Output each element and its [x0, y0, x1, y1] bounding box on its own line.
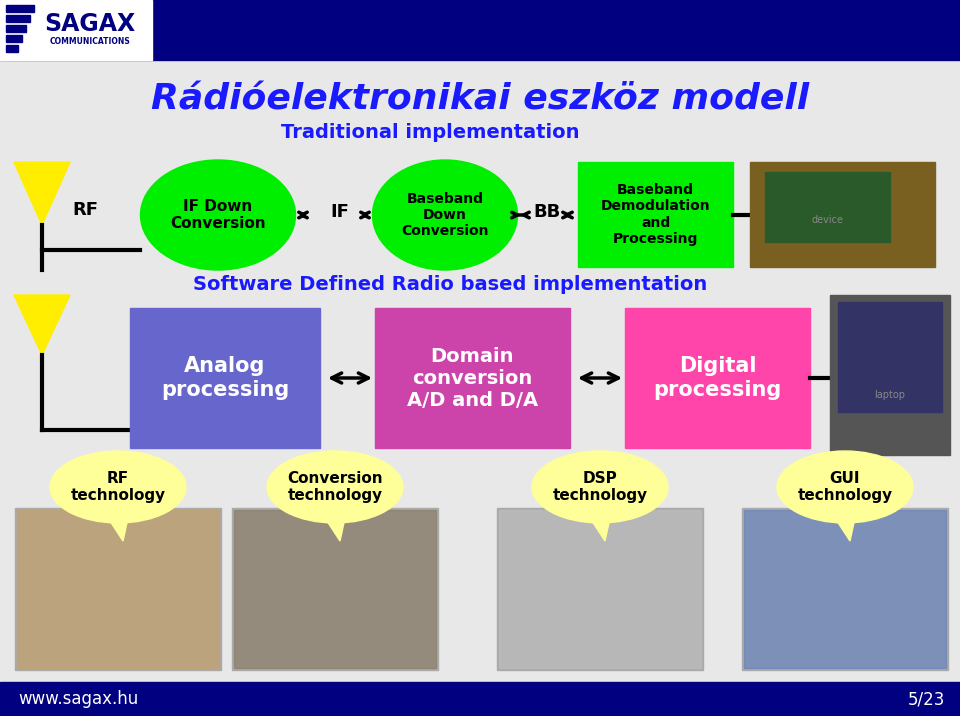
Polygon shape — [835, 518, 855, 541]
Bar — [375, 308, 570, 448]
Text: Analog
processing: Analog processing — [161, 357, 289, 400]
Ellipse shape — [532, 451, 668, 523]
Bar — [6, 25, 26, 32]
Text: IF: IF — [330, 203, 349, 221]
Bar — [765, 172, 890, 242]
Bar — [232, 508, 438, 670]
Bar — [0, 0, 152, 60]
Polygon shape — [108, 518, 128, 541]
Bar — [578, 162, 733, 267]
Text: 5/23: 5/23 — [907, 690, 945, 708]
Text: www.sagax.hu: www.sagax.hu — [18, 690, 138, 708]
Bar — [750, 162, 935, 267]
Polygon shape — [14, 295, 70, 355]
Bar — [578, 162, 733, 267]
Bar — [838, 302, 942, 412]
Text: Baseband
Demodulation
and
Processing: Baseband Demodulation and Processing — [601, 183, 710, 246]
Text: GUI
technology: GUI technology — [798, 471, 893, 503]
Text: Software Defined Radio based implementation: Software Defined Radio based implementat… — [193, 276, 708, 294]
Text: SAGAX: SAGAX — [44, 12, 135, 36]
Ellipse shape — [267, 451, 403, 523]
Text: BB: BB — [534, 203, 561, 221]
Bar — [830, 295, 950, 455]
Bar — [0, 682, 960, 716]
Text: laptop: laptop — [875, 390, 905, 400]
Bar — [499, 510, 701, 668]
Text: DSP
technology: DSP technology — [552, 471, 648, 503]
Bar — [497, 508, 703, 670]
Ellipse shape — [777, 451, 913, 523]
Text: Digital
processing: Digital processing — [654, 357, 781, 400]
Text: Baseband
Down
Conversion: Baseband Down Conversion — [401, 192, 489, 238]
Text: COMMUNICATIONS: COMMUNICATIONS — [50, 37, 131, 47]
Polygon shape — [325, 518, 345, 541]
Ellipse shape — [50, 451, 186, 523]
Ellipse shape — [372, 160, 517, 270]
Ellipse shape — [140, 160, 296, 270]
Text: Conversion
technology: Conversion technology — [287, 471, 383, 503]
Text: Domain
conversion
A/D and D/A: Domain conversion A/D and D/A — [407, 347, 538, 410]
Bar — [742, 508, 948, 670]
Text: device: device — [811, 215, 843, 225]
Bar — [6, 35, 22, 42]
Text: IF Down
Conversion: IF Down Conversion — [170, 199, 266, 231]
Bar — [6, 15, 30, 22]
Bar — [130, 308, 320, 448]
Text: Traditional implementation: Traditional implementation — [280, 123, 579, 142]
Bar — [744, 510, 946, 668]
Text: RF: RF — [72, 201, 98, 219]
Text: RF
technology: RF technology — [70, 471, 165, 503]
Polygon shape — [590, 518, 610, 541]
Text: Rádióelektronikai eszköz modell: Rádióelektronikai eszköz modell — [151, 83, 809, 117]
Bar — [625, 308, 810, 448]
Bar — [0, 0, 960, 60]
Bar — [234, 510, 436, 668]
Bar — [6, 45, 18, 52]
Polygon shape — [14, 162, 70, 225]
Bar — [17, 510, 219, 668]
Bar — [6, 5, 34, 12]
Bar — [15, 508, 221, 670]
